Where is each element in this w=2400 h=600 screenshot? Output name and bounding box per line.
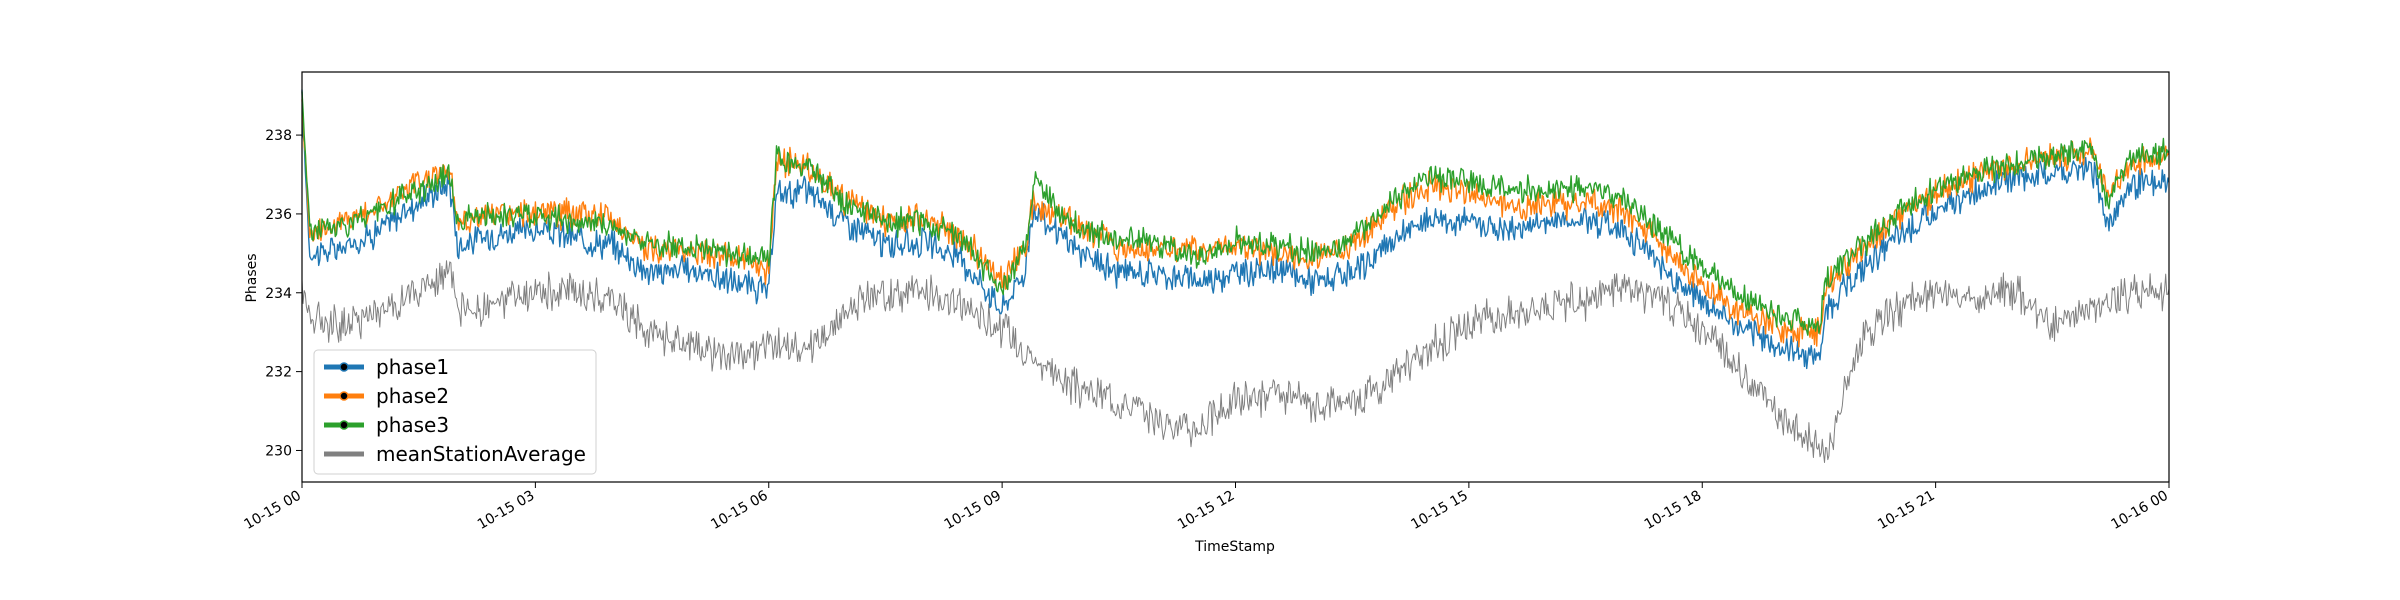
y-tick-label: 232: [265, 365, 292, 381]
legend-label-phase3: phase3: [376, 413, 449, 437]
x-tick-label: 10-15 06: [708, 488, 771, 533]
x-tick-label: 10-15 09: [942, 488, 1005, 533]
x-tick-label: 10-15 12: [1175, 488, 1238, 533]
series-line-phase3: [301, 91, 2170, 336]
legend-marker-phase2: [339, 391, 349, 401]
y-tick-label: 238: [265, 128, 292, 144]
x-tick-label: 10-15 18: [1642, 488, 1705, 533]
series-layer: [301, 89, 2170, 463]
x-axis-label: TimeStamp: [1194, 539, 1275, 555]
legend: phase1 phase2 phase3 meanStationAverage: [313, 349, 597, 475]
x-tick-label: 10-15 15: [1408, 488, 1471, 533]
y-axis-label: Phases: [244, 253, 260, 302]
y-tick-label: 234: [265, 286, 292, 302]
x-tick-label: 10-15 03: [475, 488, 538, 533]
x-tick-label: 10-16 00: [2108, 488, 2171, 533]
series-line-phase2: [301, 99, 2170, 348]
legend-marker-phase3: [339, 420, 349, 430]
legend-label-phase1: phase1: [376, 355, 449, 379]
legend-box: [313, 349, 597, 475]
legend-label-meanStationAverage: meanStationAverage: [376, 442, 586, 466]
legend-label-phase2: phase2: [376, 384, 449, 408]
series-line-phase1: [301, 89, 2170, 370]
y-tick-label: 230: [265, 443, 292, 459]
legend-marker-phase1: [339, 362, 349, 372]
x-tick-label: 10-15 21: [1875, 488, 1938, 533]
x-tick-label: 10-15 00: [241, 488, 304, 533]
y-tick-label: 236: [265, 207, 292, 223]
series-line-meanStationAverage: [301, 260, 2170, 463]
